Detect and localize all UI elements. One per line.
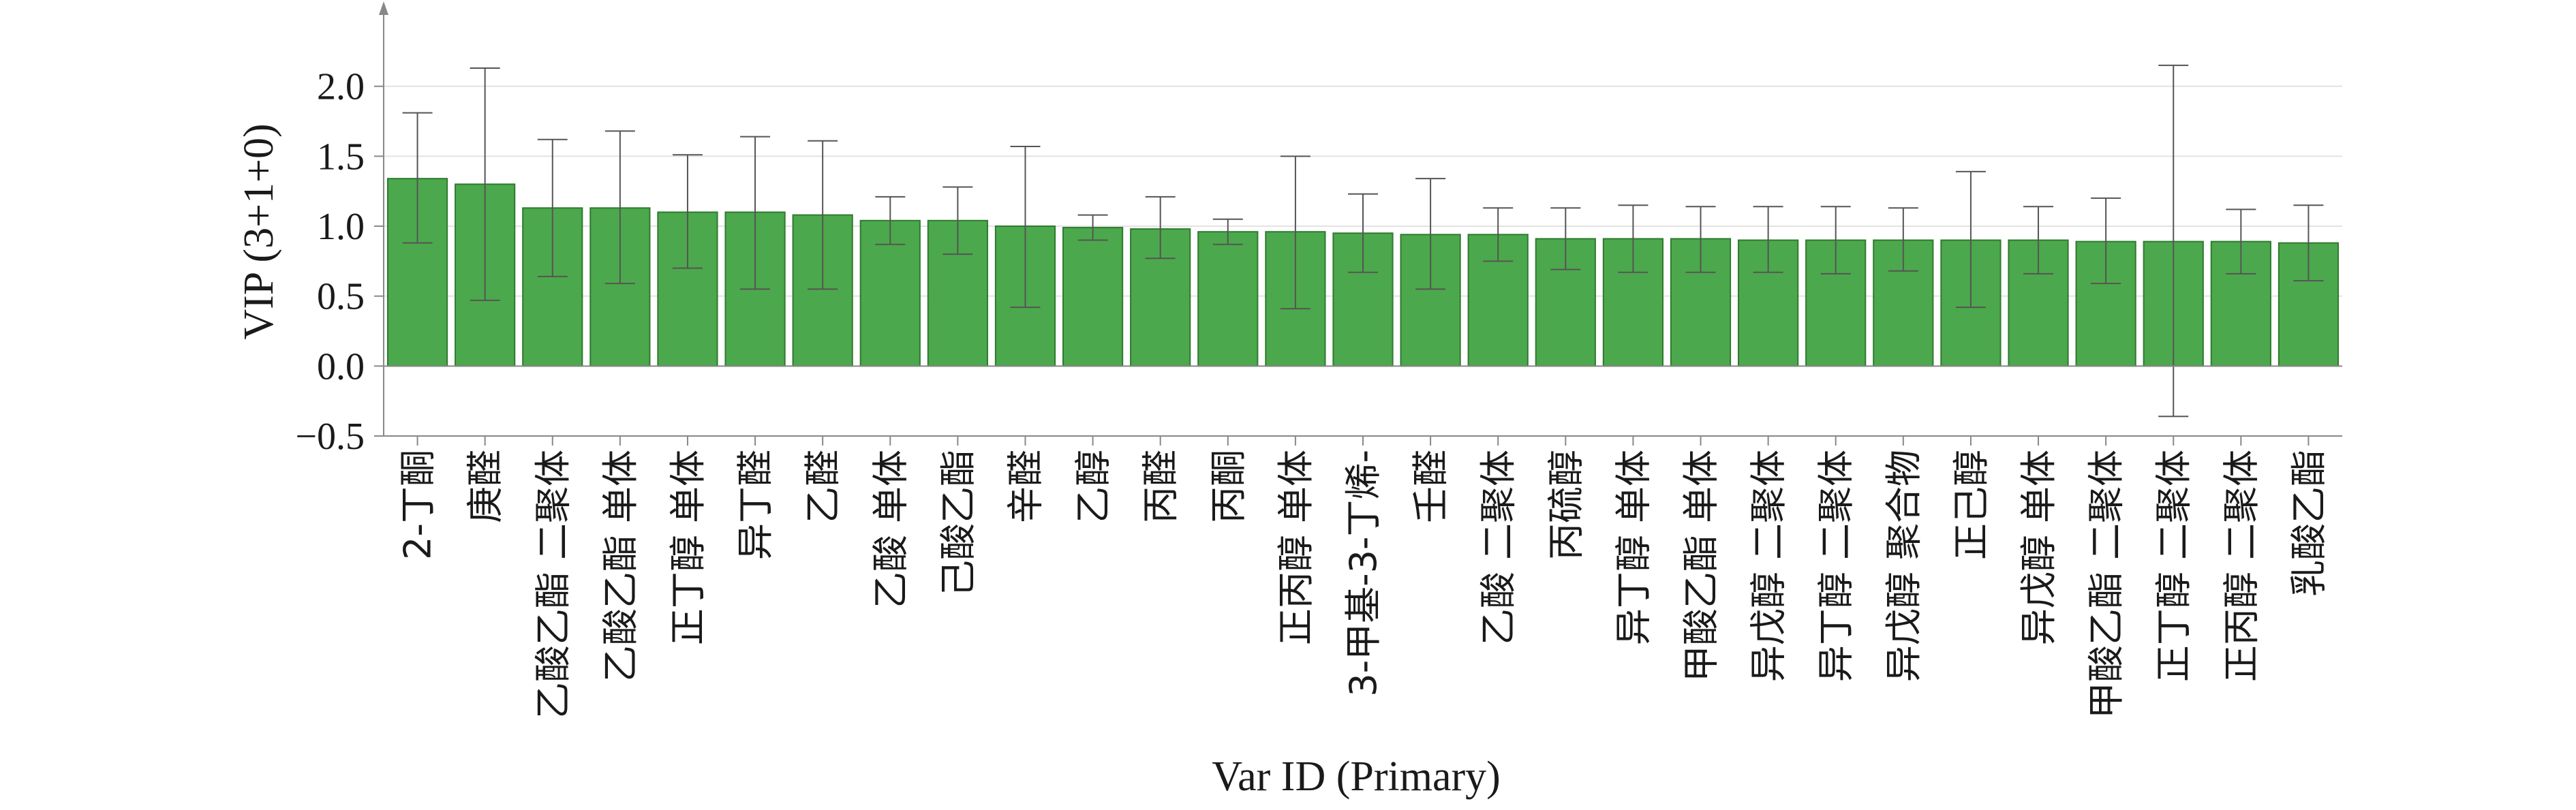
x-tick-label: 乙酸 单体	[869, 450, 912, 608]
x-tick-label: 正丁醇 单体	[666, 450, 709, 645]
error-bar	[2023, 206, 2054, 275]
x-tick-label: 异丁醇 二聚体	[1815, 450, 1858, 682]
error-bar	[1077, 214, 1108, 241]
y-tick-label: 0.5	[317, 276, 365, 318]
x-tick-label: 辛醛	[1004, 450, 1047, 523]
error-bar	[1280, 155, 1310, 310]
error-bar	[1753, 206, 1783, 273]
error-bar	[672, 154, 703, 269]
error-bar	[1550, 207, 1581, 270]
x-tick-label: 丙酮	[1207, 450, 1250, 523]
x-tick-label: 正丙醇 二聚体	[2220, 450, 2263, 682]
x-tick-label: 乙酸 二聚体	[1477, 450, 1520, 645]
error-bar	[470, 67, 500, 301]
y-tick-labels: −0.5 0.0 0.5 1.0 1.5 2.0	[295, 66, 365, 458]
y-tick-label: −0.5	[295, 416, 365, 458]
x-axis-title: Var ID (Primary)	[1212, 753, 1501, 800]
x-tick-labels: 2-丁酮 庚醛 乙酸乙酯 二聚体 乙酸乙酯 单体 正丁醇 单体 异丁醛 乙醛 乙酸 单体 己酸乙…	[397, 450, 2331, 719]
error-bar	[808, 140, 838, 290]
error-bar	[2293, 204, 2324, 282]
y-axis-arrow	[379, 1, 388, 15]
x-tick-label: 丙醛	[1139, 450, 1182, 523]
x-tick-label: 壬醛	[1409, 450, 1452, 523]
error-bar	[402, 112, 433, 244]
error-bar	[2091, 197, 2121, 285]
error-bar	[1955, 170, 1986, 309]
x-tick-label: 乙醇	[1072, 450, 1115, 523]
error-bar	[740, 136, 771, 290]
error-bar	[1888, 207, 1918, 272]
y-axis-title: VIP (3+1+0)	[236, 123, 282, 339]
error-bar	[604, 130, 635, 285]
x-tick-label: 乙酸乙酯 二聚体	[532, 450, 574, 719]
x-tick-label: 3-甲基-3-丁烯-	[1342, 450, 1385, 697]
x-tick-label: 异戊醇 二聚体	[1747, 450, 1790, 682]
error-bar	[1618, 204, 1649, 273]
y-tick-label: 2.0	[317, 66, 365, 108]
error-bar	[875, 196, 906, 245]
x-tick-label: 甲酸乙酯 单体	[1680, 450, 1723, 682]
x-tick-label: 异戊醇 单体	[2017, 450, 2060, 645]
error-bar	[1483, 207, 1514, 262]
x-tick-label: 庚醛	[464, 450, 507, 523]
x-tick-label: 乙酸乙酯 单体	[599, 450, 642, 682]
x-tick-label: 正丁醇 二聚体	[2152, 450, 2195, 682]
error-bar	[1145, 196, 1176, 260]
x-tick-label: 乙醛	[801, 450, 844, 523]
error-bar	[2158, 64, 2189, 418]
x-tick-label: 异丁醇 单体	[1612, 450, 1655, 645]
error-bar	[1820, 206, 1851, 275]
error-bar	[1415, 178, 1446, 290]
axes	[374, 1, 2342, 446]
x-tick-label: 正丙醇 单体	[1274, 450, 1317, 645]
x-tick-label: 己酸乙酯	[936, 450, 979, 597]
error-bar	[1212, 218, 1243, 245]
y-tick-label: 1.0	[317, 206, 365, 248]
error-bar	[537, 138, 568, 277]
error-bar	[2226, 208, 2256, 275]
x-tick-label: 丙硫醇	[1544, 450, 1587, 560]
x-tick-label: 正己醇	[1950, 450, 1993, 560]
x-tick-label: 2-丁酮	[397, 450, 440, 560]
x-tick-label: 异丁醛	[734, 450, 777, 560]
error-bar	[1348, 193, 1378, 273]
y-tick-label: 0.0	[317, 345, 365, 388]
error-bars	[402, 64, 2324, 418]
bar	[1062, 227, 1124, 367]
y-tick-label: 1.5	[317, 136, 365, 178]
error-bar	[1010, 145, 1041, 309]
x-tick-label: 甲酸乙酯 二聚体	[2085, 450, 2128, 719]
x-tick-label: 异戊醇 聚合物	[1882, 450, 1925, 682]
bar	[1197, 231, 1259, 367]
error-bar	[1685, 206, 1716, 273]
x-tick-label: 乳酸乙酯	[2287, 450, 2330, 597]
error-bar	[942, 186, 973, 255]
